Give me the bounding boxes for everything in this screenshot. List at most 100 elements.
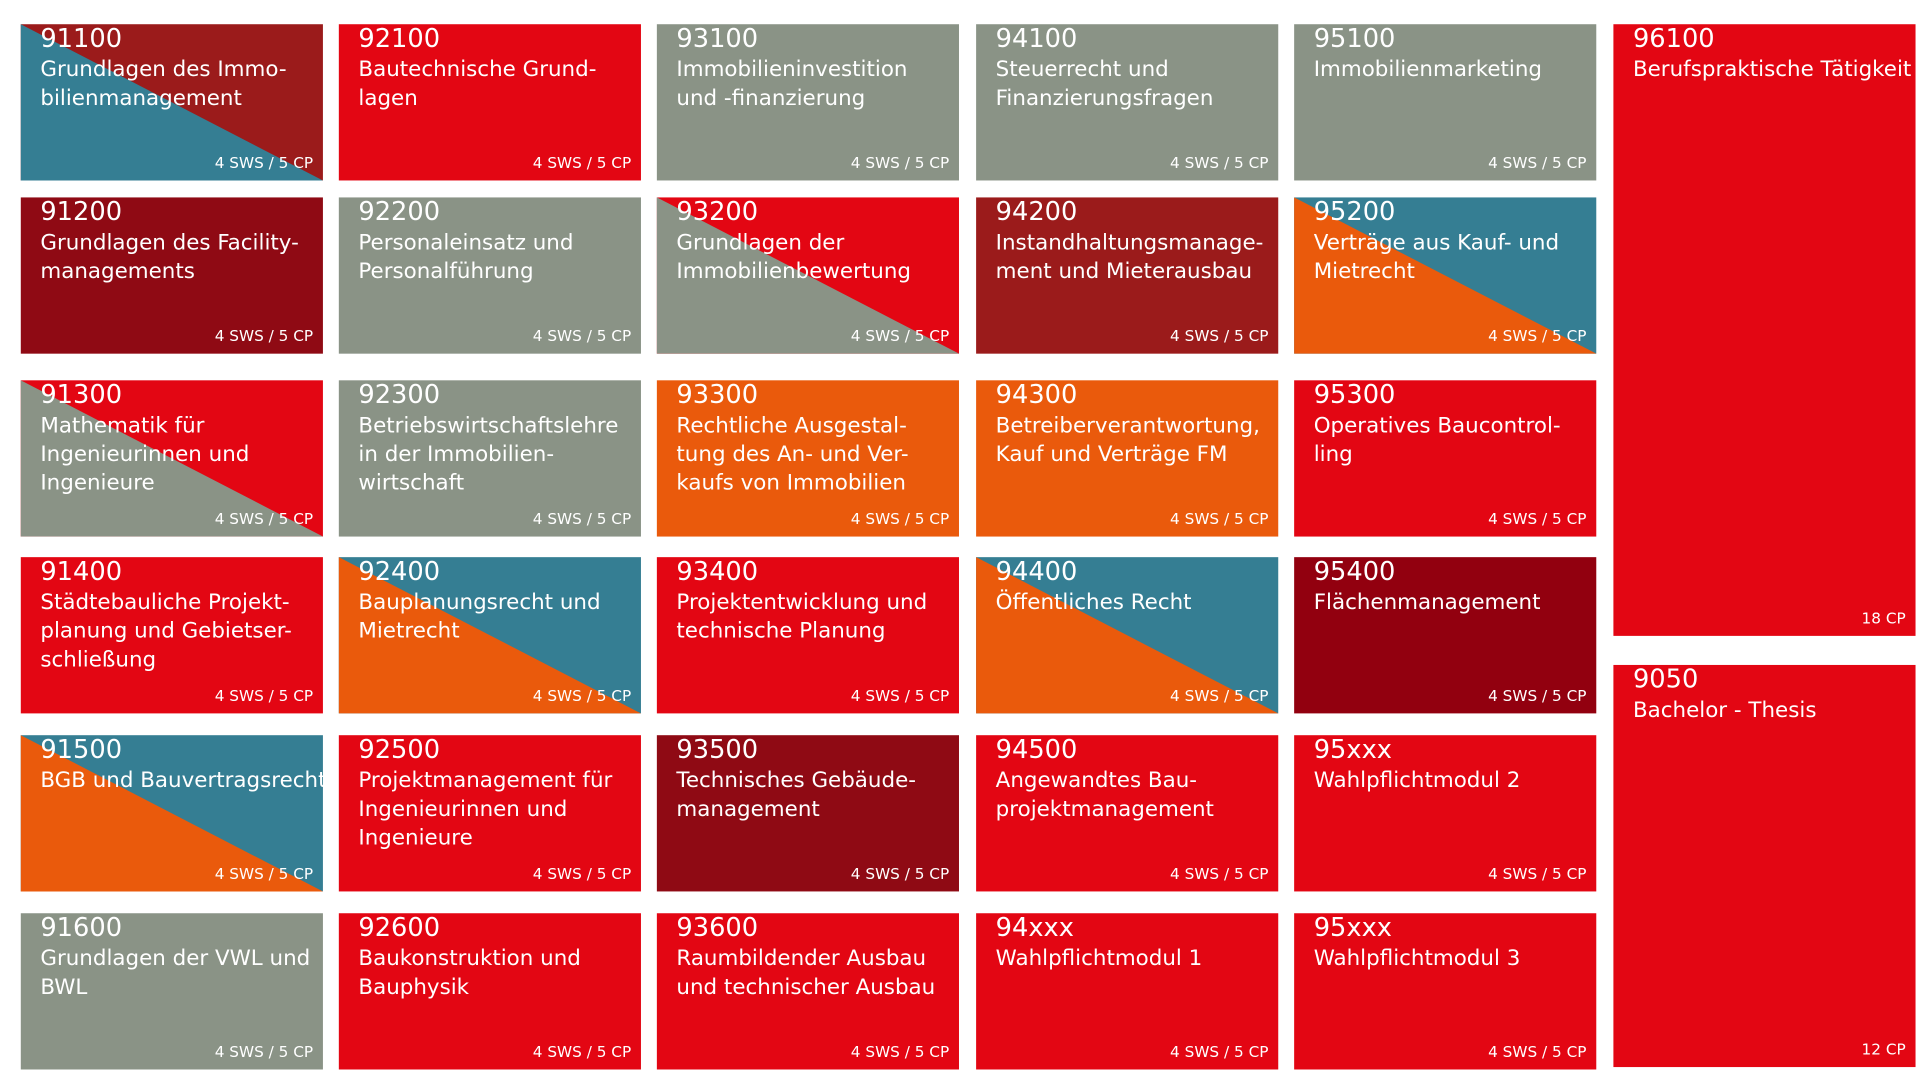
module-credits: 4 SWS / 5 CP — [1170, 865, 1268, 883]
module-title: BGB und Bauvertragsrecht — [40, 768, 326, 793]
module-title: Wahlpflichtmodul 3 — [1314, 946, 1521, 971]
module-code: 95100 — [1314, 24, 1396, 54]
module-tile: 95xxx Wahlpflichtmodul 2 4 SWS / 5 CP — [1294, 735, 1597, 892]
module-title: Wahlpflichtmodul 1 — [996, 946, 1203, 971]
tile-background — [1613, 24, 1916, 636]
module-credits: 4 SWS / 5 CP — [533, 327, 631, 345]
module-credits: 4 SWS / 5 CP — [1488, 327, 1586, 345]
module-title: schließung — [40, 647, 156, 672]
module-tile: 92400 Bauplanungsrecht und Mietrecht 4 SWS … — [338, 557, 641, 714]
module-tile: 92500 Projektmanagement für Ingenieurinnen… — [338, 735, 641, 892]
module-code: 93600 — [676, 913, 758, 943]
module-title: ling — [1314, 442, 1353, 467]
tile-background — [338, 197, 641, 354]
tile-background — [1294, 380, 1597, 537]
module-code: 95xxx — [1314, 735, 1392, 765]
module-title: und -finanzierung — [676, 86, 865, 111]
module-title: Grundlagen des Facility- — [40, 231, 298, 256]
tile-background — [20, 557, 323, 714]
tile-background — [976, 735, 1279, 892]
module-credits: 4 SWS / 5 CP — [1170, 687, 1268, 705]
module-credits: 4 SWS / 5 CP — [215, 1043, 313, 1061]
module-credits: 4 SWS / 5 CP — [533, 510, 631, 528]
module-title: Öffentliches Recht — [996, 589, 1192, 615]
module-code: 94500 — [996, 735, 1078, 765]
module-credits: 4 SWS / 5 CP — [215, 687, 313, 705]
module-title: und technischer Ausbau — [676, 975, 935, 1000]
tile-background — [1613, 664, 1916, 1068]
module-title: Mietrecht — [358, 619, 459, 644]
tile-background — [656, 913, 959, 1070]
module-title: managements — [40, 259, 195, 284]
module-tile: 92600 Baukonstruktion und Bauphysik 4 SWS /… — [338, 913, 641, 1070]
module-title: Baukonstruktion und — [358, 946, 580, 971]
module-title: Personalführung — [358, 259, 533, 284]
module-credits: 4 SWS / 5 CP — [1488, 510, 1586, 528]
module-code: 93300 — [676, 380, 758, 410]
module-tile: 91500 BGB und Bauvertragsrecht 4 SWS / 5 C… — [20, 735, 327, 892]
module-credits: 4 SWS / 5 CP — [1170, 327, 1268, 345]
module-code: 93100 — [676, 24, 758, 54]
module-tile: 95100 Immobilienmarketing 4 SWS / 5 CP — [1294, 24, 1597, 181]
module-tile: 95xxx Wahlpflichtmodul 3 4 SWS / 5 CP — [1294, 913, 1597, 1070]
module-title: Operatives Baucontrol- — [1314, 413, 1561, 438]
module-title: Bautechnische Grund- — [358, 57, 596, 82]
module-title: Städtebauliche Projekt- — [40, 590, 289, 615]
module-title: projektmanagement — [996, 797, 1214, 822]
module-tile: 95400 Flächenmanagement 4 SWS / 5 CP — [1294, 557, 1597, 714]
module-credits: 4 SWS / 5 CP — [851, 327, 949, 345]
module-credits: 4 SWS / 5 CP — [533, 865, 631, 883]
module-tile: 96100 Berufspraktische Tätigkeit 18 CP — [1613, 24, 1916, 636]
module-code: 93200 — [676, 197, 758, 227]
module-code: 92200 — [358, 197, 440, 227]
tile-background — [338, 24, 641, 181]
module-code: 94300 — [996, 380, 1078, 410]
tile-background — [976, 24, 1279, 181]
module-code: 91500 — [40, 735, 122, 765]
module-credits: 4 SWS / 5 CP — [851, 154, 949, 172]
module-tile: 93300 Rechtliche Ausgestal-tung des An- u… — [656, 380, 959, 537]
tile-diagonal — [338, 557, 641, 714]
grid-layer: 91100 Grundlagen des Immo-bilienmanagemen… — [20, 24, 1916, 1070]
module-title: Berufspraktische Tätigkeit — [1633, 57, 1911, 82]
module-title: Immobilienmarketing — [1314, 57, 1542, 82]
module-title: Grundlagen des Immo- — [40, 57, 286, 82]
module-title: Projektentwicklung und — [676, 590, 927, 615]
module-title: technische Planung — [676, 619, 885, 644]
tile-background — [976, 913, 1279, 1070]
module-title: Bauplanungsrecht und — [358, 590, 600, 615]
module-tile: 92200 Personaleinsatz und Personalführung 4… — [338, 197, 641, 354]
module-title: Mathematik für — [40, 413, 204, 438]
module-title: kaufs von Immobilien — [676, 471, 906, 496]
tile-background — [976, 380, 1279, 537]
module-credits: 4 SWS / 5 CP — [851, 510, 949, 528]
module-tile: 92100 Bautechnische Grund-lagen 4 SWS / 5 … — [338, 24, 641, 181]
module-title: Rechtliche Ausgestal- — [676, 413, 906, 438]
module-code: 91200 — [40, 197, 122, 227]
module-code: 92100 — [358, 24, 440, 54]
module-title: Angewandtes Bau- — [996, 768, 1197, 793]
tile-background — [338, 913, 641, 1070]
module-title: Immobilienbewertung — [676, 259, 911, 284]
module-tile: 93600 Raumbildender Ausbau und technischer… — [656, 913, 959, 1070]
module-tile: 94100 Steuerrecht und Finanzierungsfragen 4… — [976, 24, 1279, 181]
module-title: lagen — [358, 86, 417, 111]
module-title: planung und Gebietser- — [40, 619, 292, 644]
module-credits: 4 SWS / 5 CP — [1488, 687, 1586, 705]
module-tile: 91100 Grundlagen des Immo-bilienmanagemen… — [20, 24, 323, 181]
module-code: 95400 — [1314, 557, 1396, 587]
module-tile: 93100 Immobilieninvestition und -finanzier… — [656, 24, 959, 181]
tile-background — [656, 24, 959, 181]
module-title: Verträge aus Kauf- und — [1314, 231, 1559, 256]
tile-background — [20, 913, 323, 1070]
module-title: Grundlagen der — [676, 231, 844, 256]
module-code: 94xxx — [996, 913, 1074, 943]
module-code: 94400 — [996, 557, 1078, 587]
module-code: 95xxx — [1314, 913, 1392, 943]
module-code: 94200 — [996, 197, 1078, 227]
module-code: 92300 — [358, 380, 440, 410]
tile-background — [1294, 24, 1597, 181]
tile-background — [338, 735, 641, 892]
module-tile: 9050 Bachelor - Thesis 12 CP — [1613, 664, 1916, 1068]
